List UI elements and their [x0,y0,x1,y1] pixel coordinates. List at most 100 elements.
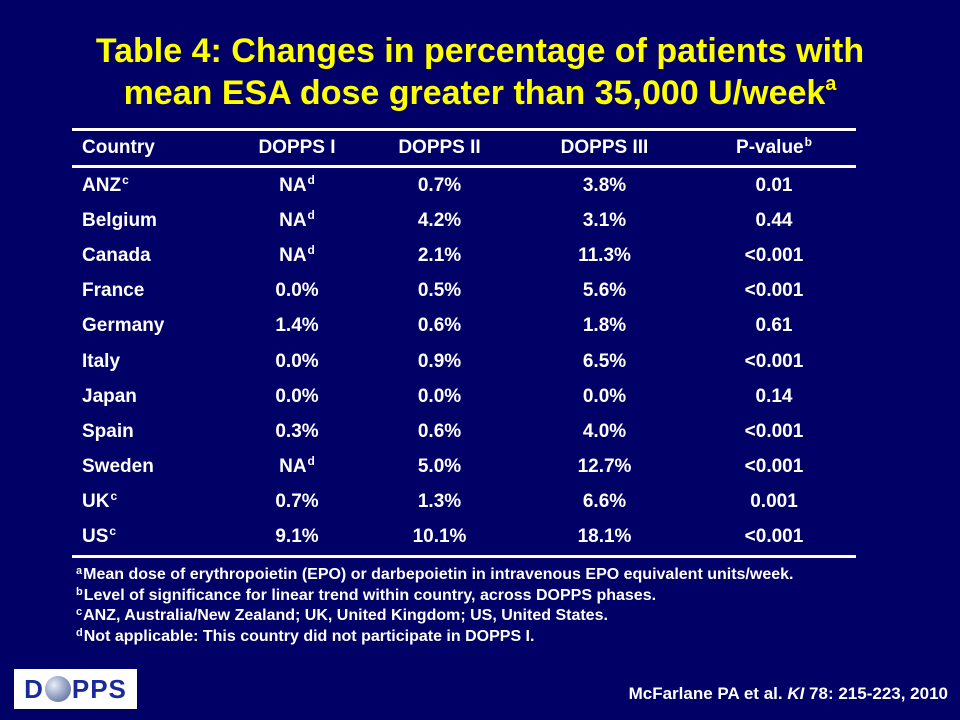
cell-pvalue-value: 0.14 [755,385,793,407]
cell-dopps-3: 1.8% [517,309,692,344]
cell-country-value: Japan [82,385,137,407]
cell-dopps-3: 3.8% [517,167,692,204]
cell-dopps-3: 6.6% [517,485,692,520]
cell-dopps-1: 0.3% [232,414,362,449]
cell-pvalue-value: 0.001 [750,491,798,513]
footnote-c-text: ANZ, Australia/New Zealand; UK, United K… [83,607,608,624]
cell-dopps-2: 0.6% [362,309,517,344]
cell-dopps-1-value: 0.0% [275,350,319,372]
cell-dopps-1: NAd [232,203,362,238]
cell-dopps-3: 3.1% [517,203,692,238]
cell-dopps-3: 5.6% [517,274,692,309]
cell-dopps-3-value: 3.8% [582,174,627,196]
cell-pvalue: <0.001 [692,520,856,557]
cell-country: USc [72,520,232,557]
cell-dopps-2: 4.2% [362,203,517,238]
footnote-a: aMean dose of erythropoietin (EPO) or da… [76,565,793,586]
footnote-b: bLevel of significance for linear trend … [76,586,793,607]
footnote-a-mark: a [76,565,83,577]
logo-text-left: D [24,673,44,704]
cell-dopps-3-value: 6.5% [582,350,627,372]
cell-dopps-1-note: d [307,242,315,257]
citation-authors: McFarlane PA et al. [628,684,788,703]
footnote-b-mark: b [76,585,83,598]
cell-country: France [72,274,232,309]
cell-dopps-1: 9.1% [232,520,362,557]
table-body: ANZc NAd 0.7% 3.8% 0.01 Belgium NAd 4.2% 3.1% 0.4… [72,167,856,557]
cell-dopps-2-value: 0.0% [417,385,462,407]
cell-country: Sweden [72,450,232,485]
dopps-logo: D PPS [14,669,137,709]
table-row: UKc 0.7% 1.3% 6.6% 0.001 [72,485,856,520]
cell-pvalue-value: <0.001 [744,420,804,442]
header-pvalue: P-valueb [692,130,856,167]
footnote-d: dNot applicable: This country did not pa… [76,627,793,648]
cell-pvalue: 0.14 [692,379,856,414]
header-dopps-3: DOPPS III [560,137,649,158]
cell-dopps-1-value: NA [279,456,307,478]
cell-dopps-1: 0.0% [232,379,362,414]
cell-country: UKc [72,485,232,520]
header-country: Country [82,137,155,158]
cell-dopps-3: 18.1% [517,520,692,557]
cell-pvalue: <0.001 [692,274,856,309]
cell-country: Japan [72,379,232,414]
cell-dopps-3-value: 4.0% [582,420,627,442]
cell-dopps-3-value: 3.1% [582,209,627,231]
cell-country-value: Spain [82,420,134,442]
logo-text-right: PPS [71,673,127,704]
cell-country: ANZc [72,167,232,204]
cell-country-value: Italy [82,350,121,372]
cell-dopps-3-value: 0.0% [582,385,627,407]
cell-dopps-2-value: 10.1% [412,526,467,548]
table-row: Belgium NAd 4.2% 3.1% 0.44 [72,203,856,238]
table-header-row: Country DOPPS I DOPPS II DOPPS III P-val… [72,129,856,167]
cell-dopps-3: 12.7% [517,450,692,485]
cell-dopps-2: 1.3% [362,485,517,520]
table-row: Spain 0.3% 0.6% 4.0% <0.001 [72,414,856,449]
cell-dopps-3: 4.0% [517,414,692,449]
cell-pvalue-value: <0.001 [744,280,804,302]
cell-dopps-2: 0.0% [362,379,517,414]
footnotes: aMean dose of erythropoietin (EPO) or da… [76,565,793,647]
footnote-c-mark: c [76,606,83,618]
cell-dopps-1-value: 0.7% [275,491,319,513]
cell-pvalue: 0.61 [692,309,856,344]
cell-dopps-1-value: 0.0% [275,280,319,302]
cell-dopps-1-value: 1.4% [275,315,319,337]
cell-country: Canada [72,238,232,273]
table-row: ANZc NAd 0.7% 3.8% 0.01 [72,167,856,204]
cell-country-value: US [82,526,109,548]
cell-dopps-1-value: NA [279,244,307,266]
cell-pvalue: <0.001 [692,414,856,449]
cell-pvalue: 0.001 [692,485,856,520]
title-line-2: mean ESA dose greater than 35,000 U/week… [0,72,960,114]
cell-country: Belgium [72,203,232,238]
citation-details: 78: 215-223, 2010 [804,684,948,703]
cell-pvalue: 0.01 [692,167,856,204]
header-pvalue-label: P-value [736,137,804,158]
cell-pvalue: <0.001 [692,450,856,485]
cell-dopps-1-value: 0.3% [275,420,319,442]
title-footnote-mark: a [825,73,837,95]
header-dopps-2: DOPPS II [398,137,481,158]
cell-dopps-1: NAd [232,450,362,485]
cell-pvalue-value: 0.61 [755,315,793,337]
cell-dopps-1: 0.0% [232,274,362,309]
cell-country-value: UK [82,491,110,513]
table-row: Japan 0.0% 0.0% 0.0% 0.14 [72,379,856,414]
citation-journal: KI [787,684,805,703]
cell-dopps-2-value: 1.3% [417,491,462,513]
cell-pvalue: 0.44 [692,203,856,238]
cell-country-note: c [110,489,118,504]
table-row: USc 9.1% 10.1% 18.1% <0.001 [72,520,856,557]
cell-country-value: Sweden [82,456,154,478]
cell-pvalue-value: <0.001 [744,456,804,478]
cell-dopps-2-value: 0.6% [417,420,462,442]
header-dopps-1: DOPPS I [258,137,336,158]
table-row: Canada NAd 2.1% 11.3% <0.001 [72,238,856,273]
cell-dopps-2-value: 0.7% [417,174,462,196]
cell-dopps-2: 0.6% [362,414,517,449]
cell-dopps-2: 10.1% [362,520,517,557]
cell-pvalue-value: <0.001 [744,350,804,372]
